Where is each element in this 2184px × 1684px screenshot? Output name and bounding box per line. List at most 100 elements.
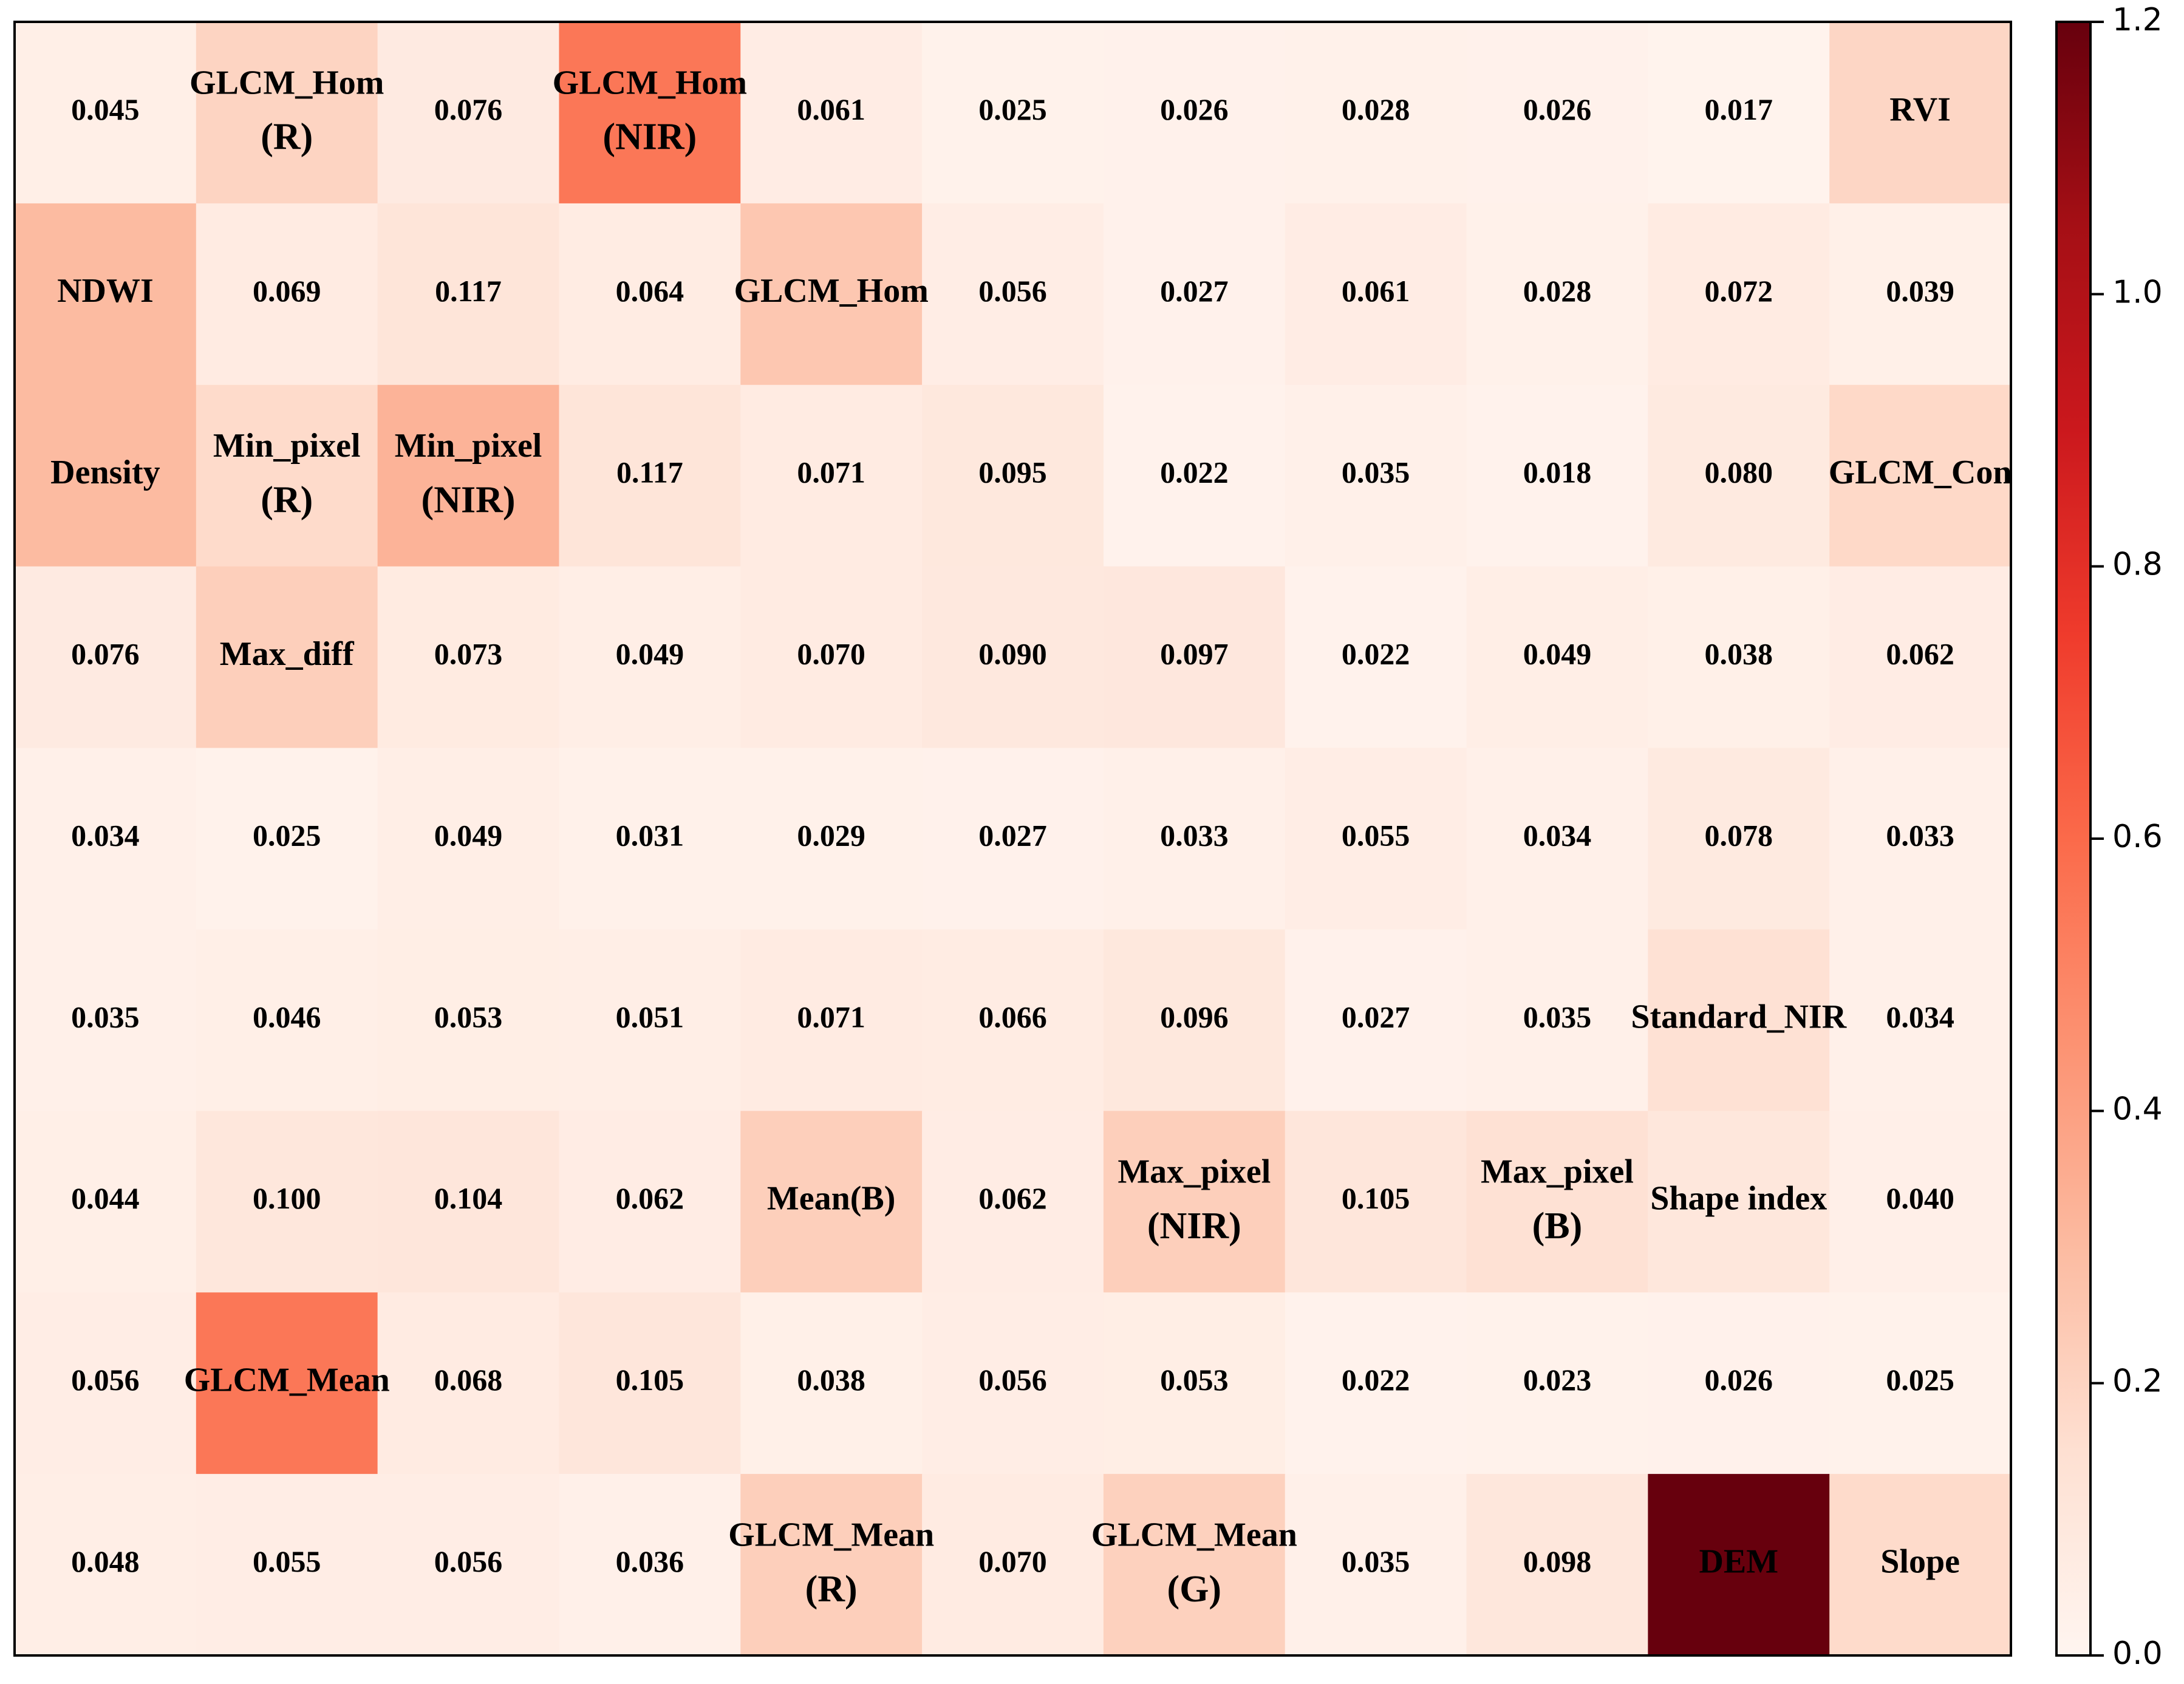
heatmap-cell	[1285, 929, 1467, 1111]
colorbar	[2055, 21, 2092, 1657]
heatmap-cell	[740, 929, 923, 1111]
heatmap-cell	[559, 1474, 741, 1656]
heatmap-cell	[559, 1111, 741, 1293]
heatmap-cell	[1829, 1292, 2012, 1474]
feature-name-label: (R)	[261, 117, 313, 158]
cell-value-label: 0.034	[71, 818, 140, 852]
heatmap-cell	[1285, 566, 1467, 749]
heatmap-cell	[740, 384, 923, 567]
heatmap-cell	[15, 1474, 197, 1656]
heatmap-cell	[377, 1111, 560, 1293]
heatmap-cells	[15, 22, 2012, 1656]
plot-frame	[13, 21, 2012, 1657]
heatmap-cell	[377, 384, 560, 567]
heatmap-cell	[196, 1111, 378, 1293]
feature-name-label: RVI	[1889, 90, 1951, 128]
heatmap-cell	[922, 1292, 1104, 1474]
heatmap-cell	[1466, 748, 1648, 930]
heatmap-cell	[740, 748, 923, 930]
cell-value-label: 0.053	[434, 1000, 503, 1034]
cell-value-label: 0.072	[1705, 274, 1773, 308]
heatmap-cell	[1103, 203, 1286, 386]
cell-value-label: 0.035	[1523, 1000, 1592, 1034]
feature-name-label: Min_pixel	[213, 427, 361, 465]
heatmap-cell	[1285, 748, 1467, 930]
cell-value-label: 0.036	[616, 1544, 684, 1578]
heatmap-cell	[1466, 203, 1648, 386]
cell-value-label: 0.098	[1523, 1544, 1592, 1578]
cell-value-label: 0.033	[1160, 818, 1229, 852]
heatmap-cell	[15, 748, 197, 930]
heatmap-cell	[377, 22, 560, 204]
cell-value-label: 0.056	[978, 274, 1047, 308]
cell-value-label: 0.096	[1160, 1000, 1229, 1034]
heatmap-cell	[1648, 748, 1830, 930]
heatmap-cell	[1285, 1111, 1467, 1293]
cell-value-label: 0.038	[1705, 637, 1773, 671]
heatmap-cell	[1285, 1474, 1467, 1656]
feature-name-label: Max_diff	[220, 635, 355, 673]
cell-value-label: 0.068	[434, 1363, 503, 1397]
heatmap-cell	[377, 203, 560, 386]
heatmap-cell	[1466, 384, 1648, 567]
heatmap-cell	[15, 1111, 197, 1293]
cell-value-label: 0.035	[1342, 1544, 1410, 1578]
cell-value-label: 0.049	[1523, 637, 1592, 671]
cell-value-label: 0.056	[978, 1363, 1047, 1397]
heatmap-cell	[559, 384, 741, 567]
cell-value-label: 0.049	[434, 818, 503, 852]
heatmap-cell	[1829, 748, 2012, 930]
cell-value-label: 0.053	[1160, 1363, 1229, 1397]
cell-value-label: 0.049	[616, 637, 684, 671]
feature-name-label: GLCM_Hom	[189, 64, 384, 101]
cell-value-label: 0.095	[978, 455, 1047, 489]
cell-value-label: 0.025	[978, 92, 1047, 126]
heatmap-cell	[196, 384, 378, 567]
heatmap-cell	[1648, 929, 1830, 1111]
colorbar-tick-label: 1.0	[2112, 274, 2163, 310]
heatmap-cell	[15, 22, 197, 204]
heatmap-cell	[377, 929, 560, 1111]
heatmap-cell	[1648, 384, 1830, 567]
cell-value-label: 0.038	[797, 1363, 865, 1397]
heatmap-cell	[559, 748, 741, 930]
heatmap-cell	[196, 1292, 378, 1474]
cell-value-label: 0.031	[616, 818, 684, 852]
cell-value-label: 0.034	[1886, 1000, 1954, 1034]
cell-value-label: 0.073	[434, 637, 503, 671]
heatmap-cell	[740, 566, 923, 749]
colorbar-tick-label: 0.4	[2112, 1091, 2163, 1127]
cell-value-label: 0.022	[1342, 1363, 1410, 1397]
cell-value-label: 0.022	[1160, 455, 1229, 489]
cell-value-label: 0.071	[797, 1000, 865, 1034]
heatmap-cell	[740, 22, 923, 204]
cell-value-label: 0.076	[434, 92, 503, 126]
heatmap-cell	[1648, 1111, 1830, 1293]
feature-name-label: GLCM_Mean	[1091, 1516, 1297, 1553]
feature-name-label: GLCM_Con	[1829, 454, 2012, 491]
heatmap-cell	[1103, 1111, 1286, 1293]
feature-name-label: (NIR)	[421, 479, 516, 520]
heatmap-cell	[196, 566, 378, 749]
feature-name-label: GLCM_Mean	[184, 1362, 390, 1399]
cell-value-label: 0.044	[71, 1181, 140, 1215]
cell-value-label: 0.070	[978, 1544, 1047, 1578]
heatmap-cell	[1829, 1111, 2012, 1293]
heatmap-cell	[1103, 384, 1286, 567]
cell-value-label: 0.017	[1705, 92, 1773, 126]
cell-value-label: 0.055	[1342, 818, 1410, 852]
heatmap-cell	[1648, 566, 1830, 749]
heatmap-cell	[15, 384, 197, 567]
cell-value-label: 0.117	[616, 455, 683, 489]
cell-value-label: 0.076	[71, 637, 140, 671]
cell-value-label: 0.023	[1523, 1363, 1592, 1397]
heatmap-cell	[559, 22, 741, 204]
feature-name-label: (NIR)	[602, 117, 697, 158]
heatmap-cell	[1103, 1474, 1286, 1656]
feature-name-label: (G)	[1167, 1569, 1222, 1610]
heatmap-cell	[1285, 22, 1467, 204]
feature-name-label: (R)	[261, 479, 313, 520]
heatmap-cell	[1103, 22, 1286, 204]
cell-value-label: 0.027	[978, 818, 1047, 852]
cell-value-label: 0.027	[1160, 274, 1229, 308]
